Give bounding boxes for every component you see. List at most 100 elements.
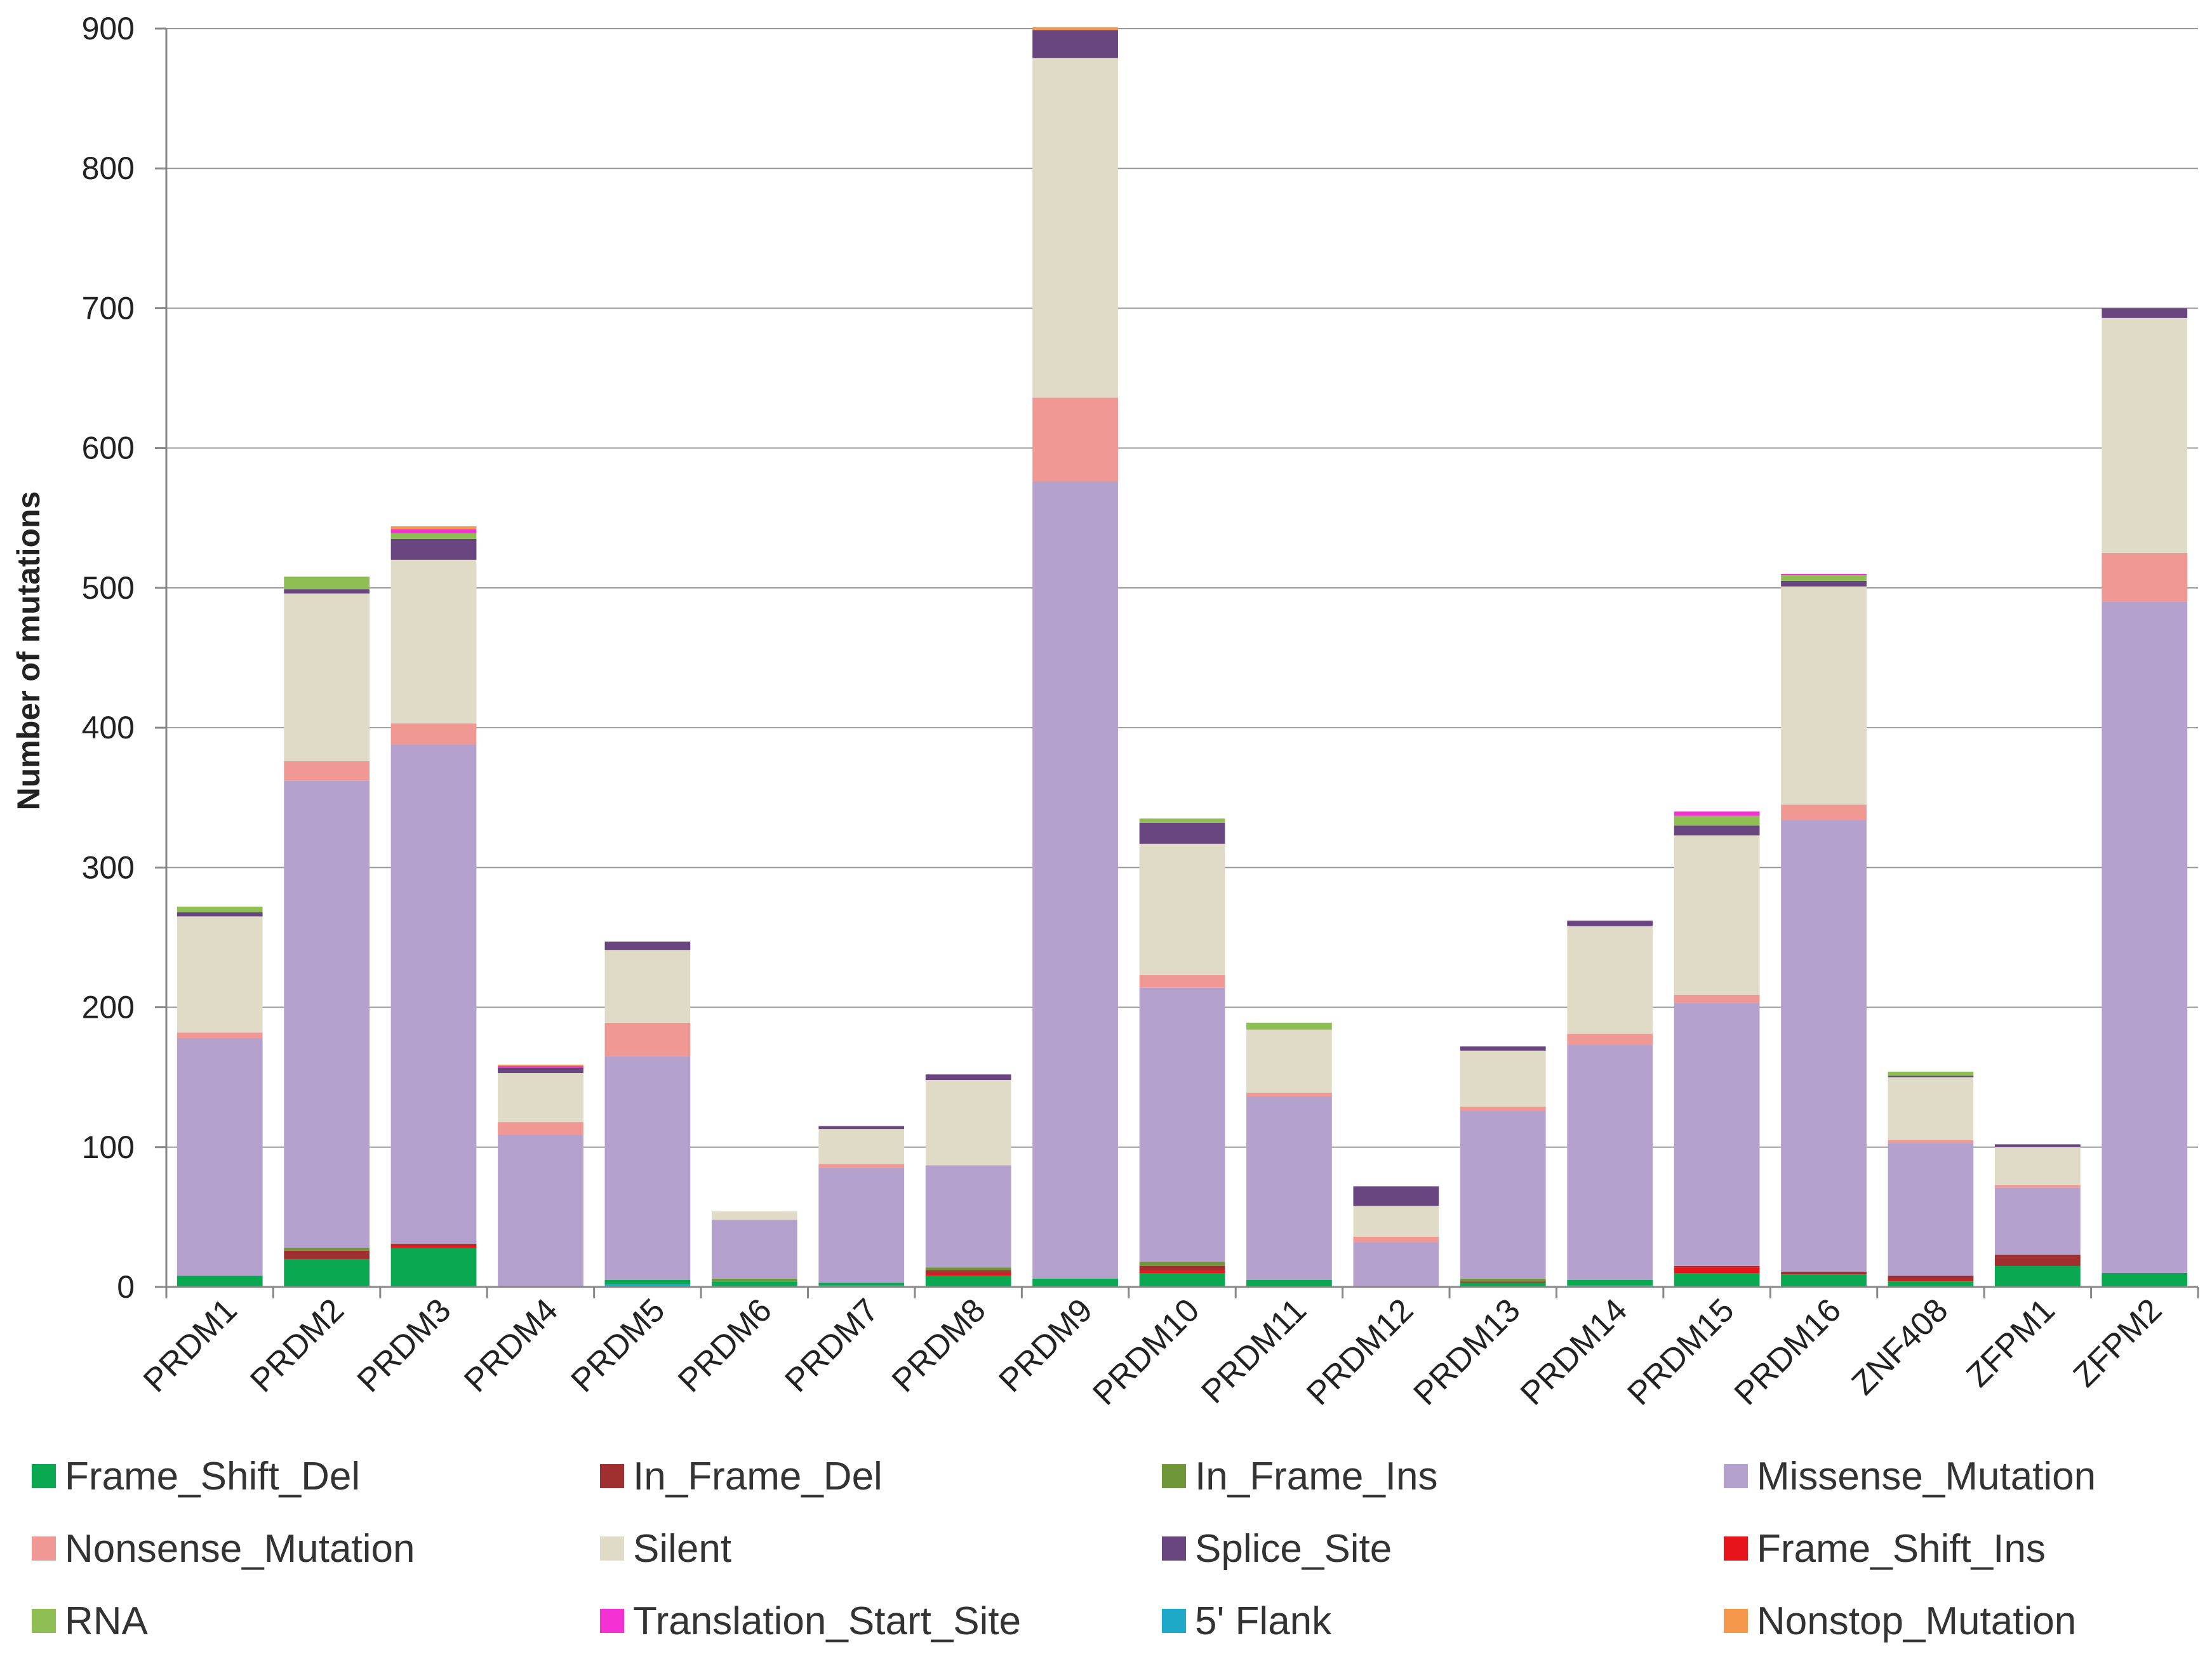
bar-stack-prdm7 — [818, 1126, 905, 1287]
bar-segment-zfpm1-splice-site — [1995, 1144, 2081, 1147]
legend-label: In_Frame_Ins — [1195, 1454, 1438, 1498]
bar-segment-prdm11-silent — [1246, 1029, 1332, 1093]
bar-segment-prdm9-splice-site — [1032, 30, 1118, 58]
bar-segment-prdm3-nonstop-mutation — [390, 526, 477, 530]
bar-segment-prdm14-frame-shift-del — [1567, 1279, 1653, 1286]
bar-segment-prdm8-missense-mutation — [925, 1165, 1011, 1268]
bar-segment-prdm7-splice-site — [818, 1126, 905, 1129]
legend-swatch — [1162, 1536, 1186, 1561]
x-tick-label: PRDM3 — [350, 1291, 458, 1399]
bar-stack-prdm12 — [1353, 1186, 1439, 1287]
bar-segment-prdm4-nonstop-mutation — [498, 1064, 583, 1067]
y-tick-label: 700 — [82, 290, 135, 326]
legend-swatch — [32, 1609, 56, 1633]
bar-stack-prdm4 — [498, 1064, 583, 1287]
bar-stack-prdm3 — [390, 526, 477, 1287]
bar-stack-prdm15 — [1674, 811, 1760, 1287]
bar-segment-prdm2-splice-site — [284, 589, 370, 594]
bar-stack-prdm6 — [711, 1211, 797, 1287]
legend-label: Frame_Shift_Del — [65, 1454, 361, 1498]
bar-segment-prdm6-in-frame-ins — [711, 1278, 797, 1282]
bar-stack-prdm9 — [1032, 27, 1118, 1287]
bar-segment-prdm8-frame-shift-ins — [925, 1272, 1011, 1276]
bar-segment-znf408-in-frame-del — [1888, 1276, 1974, 1280]
bar-segment-zfpm2-frame-shift-del — [2102, 1272, 2188, 1287]
bar-segment-prdm5-frame-shift-del — [604, 1279, 691, 1284]
bar-segment-prdm12-splice-site — [1353, 1186, 1439, 1206]
bar-segment-prdm4-splice-site — [498, 1067, 583, 1074]
bar-segment-prdm10-nonsense-mutation — [1139, 975, 1225, 988]
bar-segment-prdm1-missense-mutation — [177, 1038, 263, 1276]
bar-stack-prdm11 — [1246, 1022, 1332, 1287]
bar-segment-znf408-silent — [1888, 1077, 1974, 1140]
bar-segment-zfpm2-nonsense-mutation — [2102, 552, 2188, 602]
legend-item: Nonsense_Mutation — [32, 1514, 415, 1583]
legend-label: 5' Flank — [1195, 1599, 1332, 1643]
bar-segment-prdm13-missense-mutation — [1460, 1110, 1546, 1279]
bar-segment-prdm2-rna — [284, 576, 370, 590]
bar-segment-prdm3-missense-mutation — [390, 744, 477, 1244]
bar-segment-prdm2-frame-shift-del — [284, 1258, 370, 1287]
bar-segment-prdm8-splice-site — [925, 1074, 1011, 1081]
bar-segment-prdm15-splice-site — [1674, 825, 1760, 836]
bar-segment-prdm16-rna — [1781, 575, 1867, 581]
bar-segment-prdm12-nonsense-mutation — [1353, 1236, 1439, 1243]
bar-segment-prdm5-splice-site — [604, 942, 691, 950]
bar-segment-prdm2-in-frame-del — [284, 1250, 370, 1259]
bar-segment-prdm15-frame-shift-del — [1674, 1272, 1760, 1287]
bar-stack-prdm1 — [177, 906, 263, 1287]
bar-segment-prdm5-5-flank — [604, 1284, 691, 1287]
bar-segment-prdm10-silent — [1139, 843, 1225, 975]
y-tick-label: 200 — [82, 990, 135, 1025]
bar-segment-prdm14-silent — [1567, 926, 1653, 1034]
legend-item: Translation_Start_Site — [600, 1586, 1021, 1656]
y-tick-label: 0 — [117, 1269, 135, 1305]
bar-segment-zfpm1-in-frame-del — [1995, 1255, 2081, 1266]
bar-segment-prdm14-missense-mutation — [1567, 1045, 1653, 1280]
bar-segment-prdm3-nonsense-mutation — [390, 723, 477, 745]
bar-segment-prdm10-rna — [1139, 818, 1225, 823]
bar-segment-prdm16-nonsense-mutation — [1781, 804, 1867, 820]
bar-segment-prdm13-in-frame-ins — [1460, 1278, 1546, 1282]
bar-segment-prdm3-translation-start-site — [390, 529, 477, 534]
legend-label: Translation_Start_Site — [633, 1599, 1022, 1643]
legend-item: Splice_Site — [1162, 1514, 1392, 1583]
bar-stack-prdm16 — [1781, 573, 1867, 1287]
bar-segment-prdm3-in-frame-del — [390, 1243, 477, 1245]
bar-segment-prdm8-silent — [925, 1080, 1011, 1166]
bar-segment-prdm6-silent — [711, 1211, 797, 1220]
bar-segment-prdm13-splice-site — [1460, 1046, 1546, 1051]
legend-swatch — [1162, 1609, 1186, 1633]
bar-segment-znf408-frame-shift-del — [1888, 1281, 1974, 1287]
bar-stack-prdm8 — [925, 1074, 1011, 1287]
legend-swatch — [1162, 1464, 1186, 1488]
bar-segment-prdm15-missense-mutation — [1674, 1003, 1760, 1266]
legend-item: Frame_Shift_Del — [32, 1441, 360, 1511]
bar-segment-prdm10-in-frame-ins — [1139, 1262, 1225, 1266]
bar-segment-prdm7-missense-mutation — [818, 1168, 905, 1283]
x-tick-label: ZFPM2 — [2067, 1291, 2169, 1394]
bar-segment-prdm16-in-frame-del — [1781, 1271, 1867, 1275]
bar-segment-prdm14-nonsense-mutation — [1567, 1034, 1653, 1046]
bar-segment-prdm16-translation-start-site — [1781, 573, 1867, 576]
legend-swatch — [600, 1536, 624, 1561]
y-tick-label: 500 — [82, 570, 135, 606]
legend-label: Frame_Shift_Ins — [1757, 1526, 2046, 1571]
bar-segment-prdm11-missense-mutation — [1246, 1096, 1332, 1280]
bar-segment-prdm8-in-frame-ins — [925, 1267, 1011, 1270]
legend-label: Silent — [633, 1526, 732, 1571]
bar-segment-prdm11-rna — [1246, 1022, 1332, 1030]
bar-segment-zfpm1-frame-shift-del — [1995, 1265, 2081, 1287]
y-tick-label: 400 — [82, 710, 135, 745]
bar-segment-prdm3-splice-site — [390, 538, 477, 560]
y-tick-label: 300 — [82, 849, 135, 885]
bar-segment-prdm1-rna — [177, 906, 263, 912]
bar-stack-prdm2 — [284, 576, 370, 1287]
bar-segment-prdm16-splice-site — [1781, 580, 1867, 587]
bar-segment-prdm10-frame-shift-del — [1139, 1272, 1225, 1287]
bar-segment-prdm5-silent — [604, 950, 691, 1023]
bar-segment-prdm5-missense-mutation — [604, 1056, 691, 1280]
bar-segment-prdm3-frame-shift-ins — [390, 1244, 477, 1248]
bar-segment-prdm7-nonsense-mutation — [818, 1164, 905, 1168]
bar-segment-prdm9-nonstop-mutation — [1032, 27, 1118, 30]
